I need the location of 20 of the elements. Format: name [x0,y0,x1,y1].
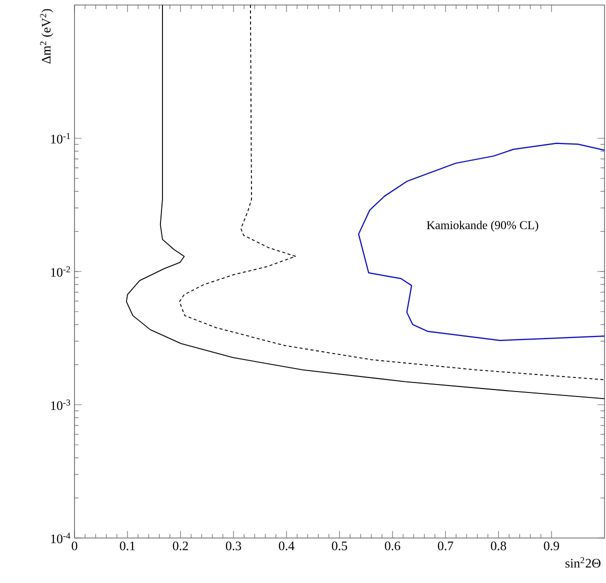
x-tick-label: 0.1 [120,542,135,550]
x-tick-label: 0.7 [438,542,454,550]
y-tick-label: 10$^{-3}$ [51,400,70,410]
x-tick-label: 0.8 [490,542,506,550]
y-axis-title: Δm$^{2}$ (eV$^{2}$) [40,9,54,64]
line-series [126,5,605,400]
x-tick-label: 0.2 [172,542,188,550]
x-tick-label: 0.6 [384,542,400,550]
line-series [178,5,605,380]
x-axis-title: sin$^{2}$2Θ [566,557,600,568]
x-tick-label: 0.5 [332,542,348,550]
y-tick-label: 10$^{-4}$ [51,532,70,544]
x-tick-label: 0 [72,542,78,550]
x-tick-label: 0.3 [226,542,242,550]
annotation: Kamiokande (90% CL) [426,220,538,232]
y-tick-label: 10$^{-2}$ [51,266,70,277]
x-tick-label: 0.9 [544,542,560,550]
x-tick-label: 0.4 [278,542,294,550]
line-series [358,142,605,341]
y-tick-label: 10$^{-1}$ [51,133,70,144]
